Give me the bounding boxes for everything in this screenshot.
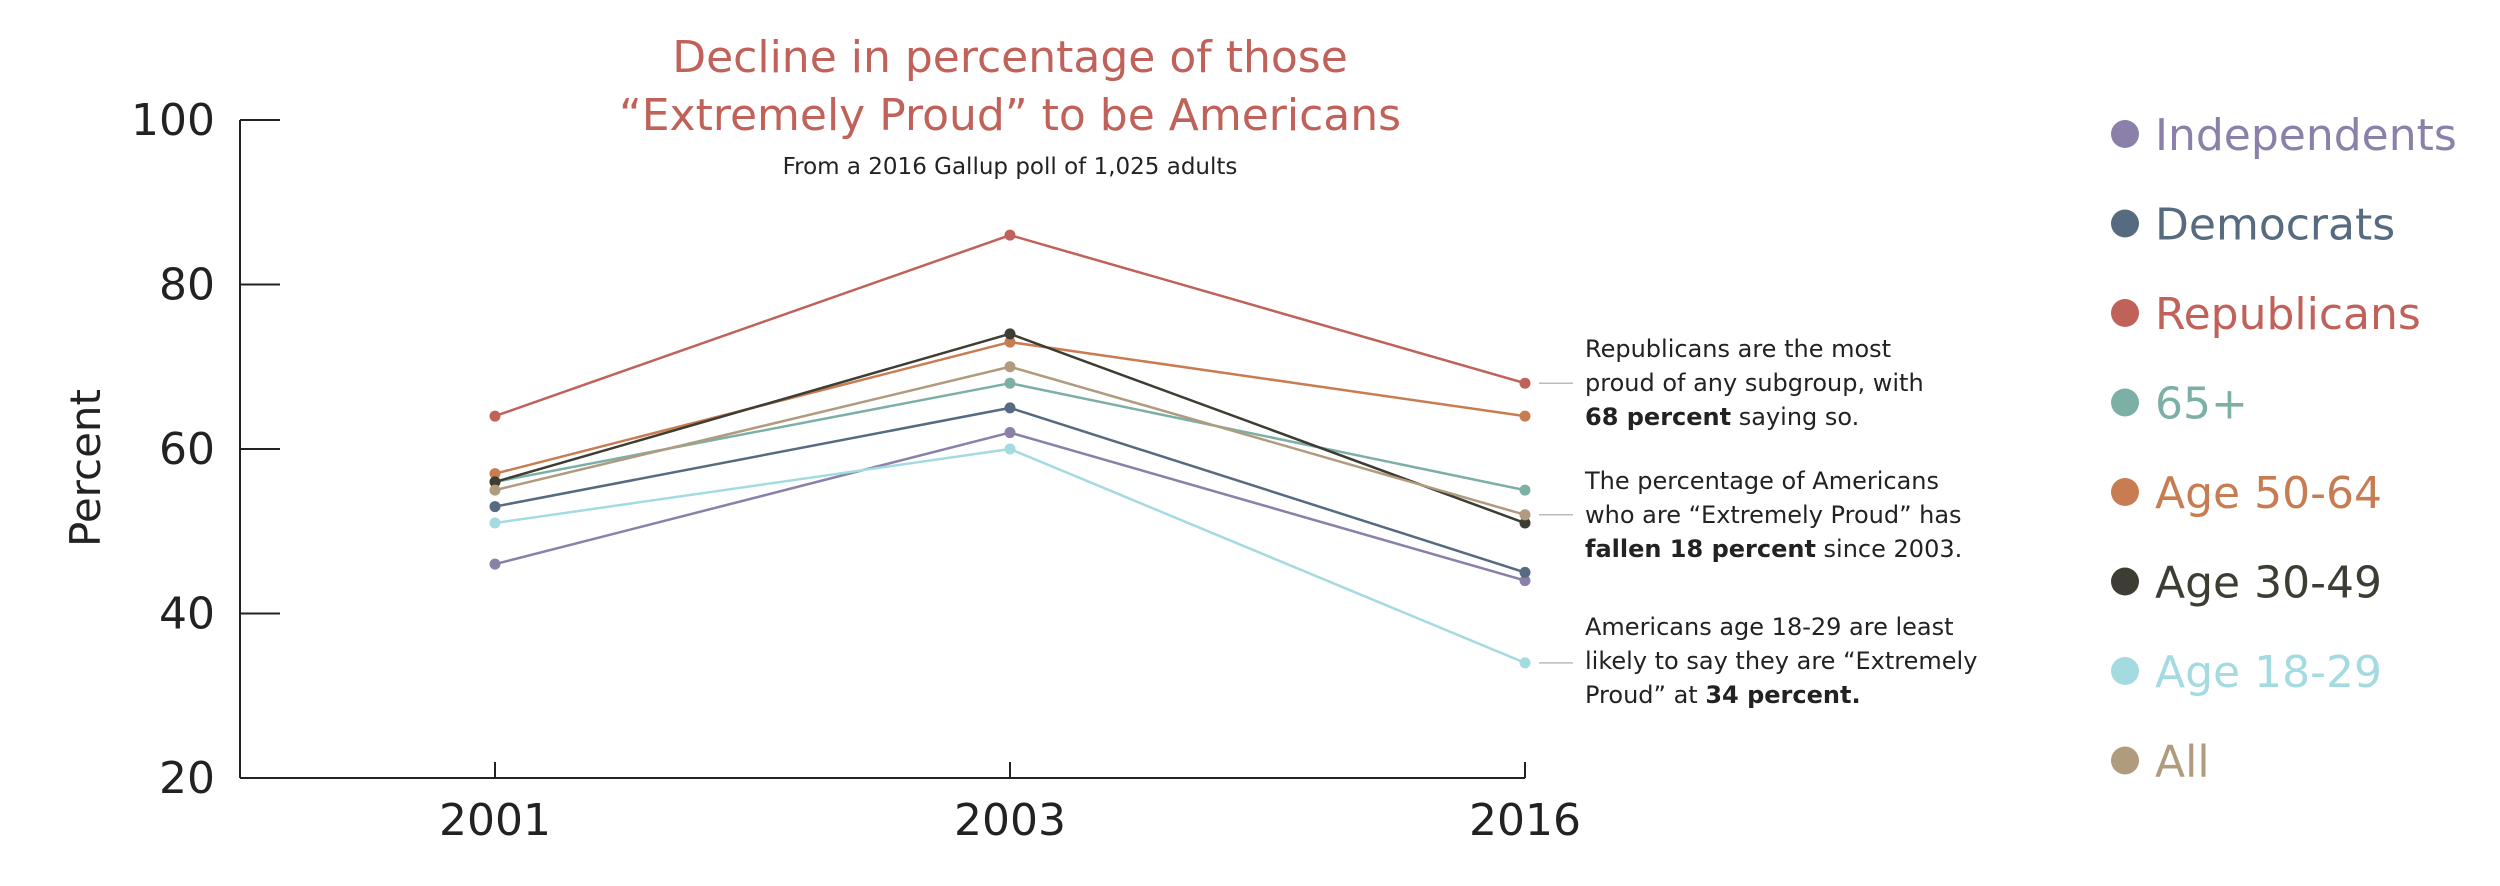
legend-marker-democrats [2111,209,2139,238]
y-tick-label: 20 [159,753,215,804]
x-tick-label: 2003 [954,795,1066,846]
data-point-age-18-29 [1004,443,1016,455]
legend-marker-age-50-64 [2111,478,2139,506]
data-point-65 [1519,484,1531,496]
data-point-republicans [1519,377,1531,389]
data-point-all [1519,509,1531,521]
data-point-democrats [489,501,501,513]
chart-subtitle: From a 2016 Gallup poll of 1,025 adults [783,154,1238,180]
annotation-age-18-29-before: Proud” at [1585,681,1706,709]
annotation-republicans-line1: Republicans are the most [1585,335,1892,363]
legend-label-age-18-29: Age 18-29 [2155,647,2382,698]
data-point-age-50-64 [1519,410,1531,422]
series-layer [489,229,1573,669]
legend-label-65: 65+ [2155,379,2248,430]
legend-marker-republicans [2111,299,2139,327]
legend-label-republicans: Republicans [2155,289,2421,340]
annotation-all-after: since 2003. [1815,535,1963,563]
data-point-age-18-29 [1519,657,1531,669]
annotation-age-18-29-line1: Americans age 18-29 are least [1585,613,1954,641]
data-point-age-18-29 [489,517,501,529]
data-point-65 [1004,377,1016,389]
data-point-independents [1004,427,1016,439]
annotation-all: The percentage of Americans who are “Ext… [1585,464,2005,566]
annotation-age-18-29-bold: 34 percent. [1705,681,1861,709]
series-line-republicans [494,233,1526,418]
x-tick-label: 2016 [1469,795,1581,846]
data-point-independents [489,558,501,570]
data-point-republicans [1004,229,1016,241]
chart-title-line2: “Extremely Proud” to be Americans [619,90,1401,141]
data-point-independents [1519,575,1531,587]
legend-label-age-50-64: Age 50-64 [2155,468,2382,519]
data-point-all [1004,361,1016,373]
legend: Independents Democrats Republicans 65+ Age 5… [2111,110,2457,788]
legend-marker-age-30-49 [2111,567,2139,596]
annotation-age-18-29: Americans age 18-29 are least likely to … [1585,610,2005,712]
legend-marker-independents [2111,120,2139,148]
legend-label-democrats: Democrats [2155,200,2395,251]
data-point-democrats [1004,402,1016,414]
annotation-all-line1: The percentage of Americans [1585,467,1939,495]
legend-marker-65 [2111,388,2139,417]
legend-label-age-30-49: Age 30-49 [2155,558,2382,609]
series-line-age-18-29 [494,447,1526,665]
x-tick-label: 2001 [439,795,551,846]
y-tick-label: 80 [159,260,215,311]
data-point-age-30-49 [489,476,501,488]
annotation-republicans-after: saying so. [1731,403,1860,431]
legend-label-independents: Independents [2155,110,2457,161]
series-line-independents [494,431,1526,582]
y-tick-label: 100 [131,95,215,146]
y-tick-label: 60 [159,424,215,475]
annotation-all-bold: fallen 18 percent [1585,535,1816,563]
data-point-age-30-49 [1519,517,1531,529]
data-point-age-50-64 [489,468,501,480]
legend-label-all: All [2155,737,2210,788]
data-point-republicans [489,410,501,422]
annotation-republicans-bold: 68 percent [1585,403,1732,431]
axes: 20 40 60 80 100 2001 2003 2016 [131,95,1581,846]
data-point-age-50-64 [1004,336,1016,348]
series-line-all [494,365,1526,517]
annotation-republicans: Republicans are the most proud of any su… [1585,332,2005,434]
annotation-republicans-line2: proud of any subgroup, with [1585,369,1924,397]
y-axis-label: Percent [61,389,110,547]
annotation-age-18-29-line2: likely to say they are “Extremely [1585,647,1978,675]
annotation-all-line2: who are “Extremely Proud” has [1585,501,1962,529]
y-tick-label: 40 [159,589,215,640]
data-point-all [489,484,501,496]
data-point-age-30-49 [1004,328,1016,340]
data-point-democrats [1519,566,1531,578]
legend-marker-all [2111,746,2139,775]
legend-marker-age-18-29 [2111,657,2139,685]
chart-title-line1: Decline in percentage of those [672,32,1348,83]
